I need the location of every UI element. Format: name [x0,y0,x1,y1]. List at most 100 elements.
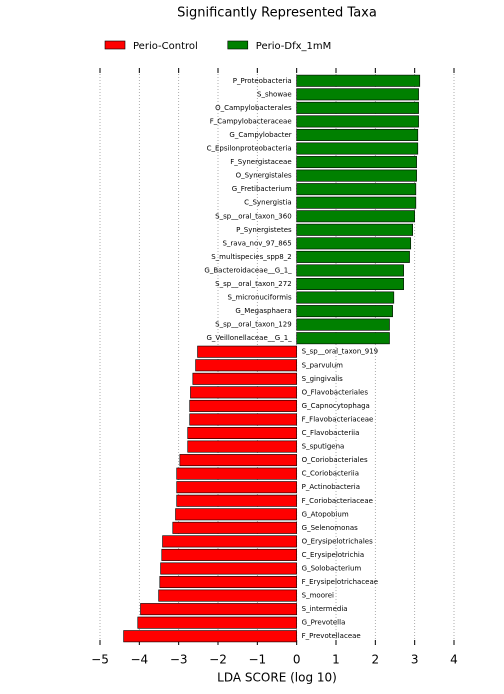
legend-swatch [227,40,249,50]
x-axis-label: LDA SCORE (log 10) [217,671,337,685]
bar [176,481,297,494]
x-tick-label: 4 [450,653,458,667]
bar [296,156,417,169]
bar [296,74,421,87]
category-label: G_Atopobium [302,510,349,518]
category-label: S_intermedia [302,605,348,613]
x-tick-label: −5 [91,653,109,667]
bar [296,142,419,155]
bar [296,291,395,304]
category-label: F_Synergistaceae [230,158,291,166]
category-label: O_Campylobacterales [215,104,292,112]
category-label: S_sp__oral_taxon_360 [215,212,291,220]
bar [192,372,297,385]
bar [296,210,415,223]
category-label: S_sputigena [302,443,345,451]
bar [162,535,297,548]
x-tick-label: −1 [248,653,266,667]
bar [296,223,413,236]
bar [296,115,419,128]
category-label: O_Synergistales [236,172,292,180]
category-label: S_showae [257,90,292,98]
bar [140,603,297,616]
bar [296,183,417,196]
bar [176,494,297,507]
x-tick-label: 0 [293,653,301,667]
category-label: C_Erysipelotrichia [302,551,365,559]
bar [195,359,297,372]
bar [296,250,410,263]
bar [176,467,297,480]
category-label: G_Veillonellaceae__G_1_ [207,334,293,342]
bar [175,508,297,521]
bar [296,101,419,114]
category-label: G_Solobacterium [302,564,362,572]
bar [179,454,297,467]
category-label: S_rava_nov_97_865 [222,239,291,247]
x-tick-label: −3 [170,653,188,667]
category-label: P_Actinobacteria [302,483,360,491]
bar [161,548,297,561]
category-label: G_Selenomonas [302,524,358,532]
x-tick-label: 3 [411,653,419,667]
bar [160,562,297,575]
category-label: C_Synergistia [244,199,292,207]
bar [123,630,297,643]
bar [189,399,297,412]
category-label: G_Megasphaera [235,307,291,315]
category-label: C_Flavobacteriia [302,429,360,437]
category-label: S_sp__oral_taxon_272 [215,280,291,288]
bar [159,576,297,589]
category-label: O_Erysipelotrichales [302,537,373,545]
category-label: F_Coriobacteriaceae [302,497,373,505]
bar [137,616,297,629]
bar [296,264,404,277]
bar [296,196,417,209]
category-label: P_Proteobacteria [233,77,292,85]
x-tick-label: 2 [372,653,380,667]
bar [296,332,390,345]
category-label: S_multispecies_spp8_2 [211,253,291,261]
category-label: F_Erysipelotrichaceae [302,578,378,586]
category-label: G_Campylobacter [229,131,291,139]
bar [172,521,297,534]
category-label: G_Bacteroidaceae__G_1_ [204,266,292,274]
category-label: O_Coriobacteriales [302,456,368,464]
chart-title: Significantly Represented Taxa [177,6,377,21]
bar [296,318,390,331]
category-label: F_Campylobacteraceae [210,117,292,125]
category-label: G_Fretibacterium [232,185,292,193]
legend-swatch [104,40,126,50]
bar [190,386,297,399]
category-label: C_Epsilonproteobacteria [207,145,292,153]
bar [296,88,419,101]
category-label: O_Flavobacteriales [302,388,369,396]
bar [189,413,297,426]
category-label: S_sp__oral_taxon_919 [302,348,378,356]
category-label: G_Prevotella [302,619,346,627]
legend-label: Perio-Control [133,41,198,52]
bar [197,345,297,358]
x-tick-label: 1 [332,653,340,667]
category-label: S_parvulum [302,361,344,369]
category-label: F_Prevotellaceae [302,632,361,640]
bar [187,427,297,440]
bar [296,169,417,182]
bar [296,128,419,141]
category-label: S_micronuciformis [228,294,292,302]
category-label: S_sp__oral_taxon_129 [215,321,291,329]
bar [187,440,297,453]
bar [296,305,393,318]
category-label: P_Synergistetes [236,226,292,234]
x-tick-label: −4 [130,653,148,667]
x-tick-label: −2 [209,653,227,667]
bar [158,589,297,602]
bar [296,277,404,290]
legend-label: Perio-Dfx_1mM [256,41,332,52]
category-label: S_moorei [302,592,334,600]
bar [296,237,412,250]
category-label: F_Flavobacteriaceae [302,415,374,423]
category-label: C_Coriobacteriia [302,470,359,478]
